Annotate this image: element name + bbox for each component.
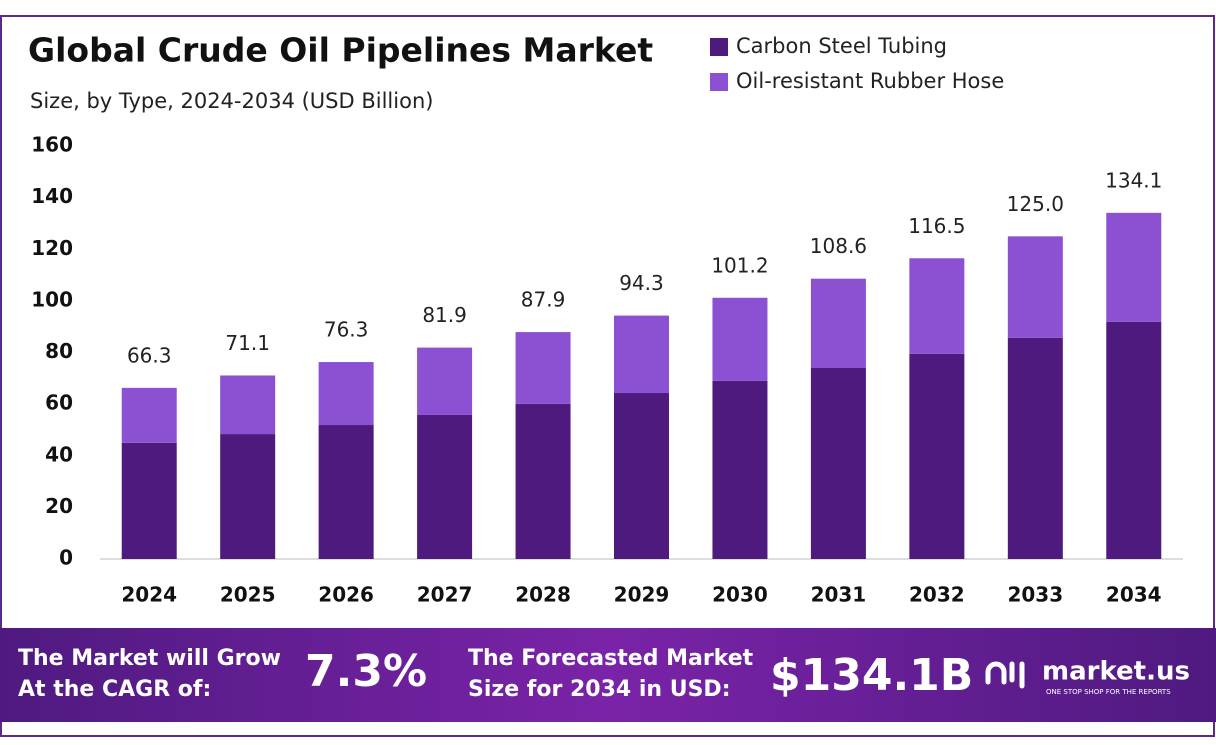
total-label: 134.1 xyxy=(1105,168,1162,192)
y-tick-label: 140 xyxy=(31,184,73,208)
y-tick-label: 20 xyxy=(45,494,73,518)
bar-segment xyxy=(712,297,768,381)
total-label: 71.1 xyxy=(225,331,270,355)
x-tick-label: 2034 xyxy=(1106,583,1162,607)
x-tick-label: 2031 xyxy=(811,583,867,607)
x-tick-label: 2033 xyxy=(1007,583,1063,607)
total-label: 81.9 xyxy=(422,303,467,327)
bar-segment xyxy=(1007,236,1063,338)
legend-label: Oil-resistant Rubber Hose xyxy=(736,69,1004,93)
x-tick-label: 2029 xyxy=(614,583,670,607)
legend: Carbon Steel Tubing Oil-resistant Rubber … xyxy=(710,34,1004,93)
bar-segment xyxy=(614,393,669,559)
total-label: 66.3 xyxy=(127,343,172,367)
bar-segment xyxy=(712,380,768,559)
banner-text: The Forecasted Market xyxy=(468,646,754,671)
x-tick-label: 2026 xyxy=(318,583,374,607)
chart-title: Global Crude Oil Pipelines Market xyxy=(28,31,653,70)
x-tick-label: 2027 xyxy=(417,583,473,607)
frame xyxy=(0,15,1215,737)
y-tick-label: 60 xyxy=(45,391,73,415)
legend-swatch xyxy=(710,38,728,56)
bar-segment xyxy=(318,425,374,559)
banner-text: Size for 2034 in USD: xyxy=(468,677,731,702)
bar-segment xyxy=(220,375,276,435)
total-label: 87.9 xyxy=(521,288,566,312)
legend-label: Carbon Steel Tubing xyxy=(736,34,947,58)
brand-logo xyxy=(985,661,1025,689)
total-label: 94.3 xyxy=(619,271,664,295)
bar-segment xyxy=(515,403,571,559)
bar-segment xyxy=(909,353,965,559)
total-label: 108.6 xyxy=(810,234,867,258)
total-label: 76.3 xyxy=(324,318,369,342)
bar-segment xyxy=(417,414,473,559)
y-tick-label: 40 xyxy=(45,442,73,466)
y-tick-label: 160 xyxy=(31,133,73,157)
cagr-value: 7.3% xyxy=(305,646,427,697)
bar-segment xyxy=(515,332,571,404)
y-tick-label: 100 xyxy=(31,287,73,311)
bar-segment xyxy=(121,387,177,443)
bar-segment xyxy=(220,434,276,559)
x-tick-label: 2024 xyxy=(121,583,177,607)
bar-segment xyxy=(614,315,669,394)
legend-swatch xyxy=(710,73,728,91)
x-tick-label: 2030 xyxy=(712,583,768,607)
x-tick-label: 2028 xyxy=(515,583,571,607)
bar-segment xyxy=(318,362,374,426)
bar-segment xyxy=(417,347,473,415)
brand-tagline: ONE STOP SHOP FOR THE REPORTS xyxy=(1046,688,1171,696)
chart-subtitle: Size, by Type, 2024-2034 (USD Billion) xyxy=(30,89,433,113)
bar-segment xyxy=(810,367,866,559)
y-tick-label: 120 xyxy=(31,236,73,260)
bar-segment xyxy=(1106,212,1162,322)
total-label: 125.0 xyxy=(1007,192,1064,216)
bar-segment xyxy=(1007,337,1063,559)
y-tick-label: 0 xyxy=(59,546,73,570)
bar-segment xyxy=(909,258,965,354)
bar-segment xyxy=(1106,321,1162,559)
total-label: 101.2 xyxy=(711,253,768,277)
bar-segment xyxy=(121,442,177,559)
brand-name: market.us xyxy=(1042,657,1190,687)
banner-text: At the CAGR of: xyxy=(18,677,211,702)
x-tick-label: 2025 xyxy=(220,583,276,607)
total-label: 116.5 xyxy=(908,214,965,238)
y-tick-label: 80 xyxy=(45,339,73,363)
banner-text: The Market will Grow xyxy=(18,646,281,671)
banner xyxy=(0,628,1216,722)
bar-segment xyxy=(810,278,866,368)
forecast-value: $134.1B xyxy=(770,650,973,701)
x-tick-label: 2032 xyxy=(909,583,965,607)
